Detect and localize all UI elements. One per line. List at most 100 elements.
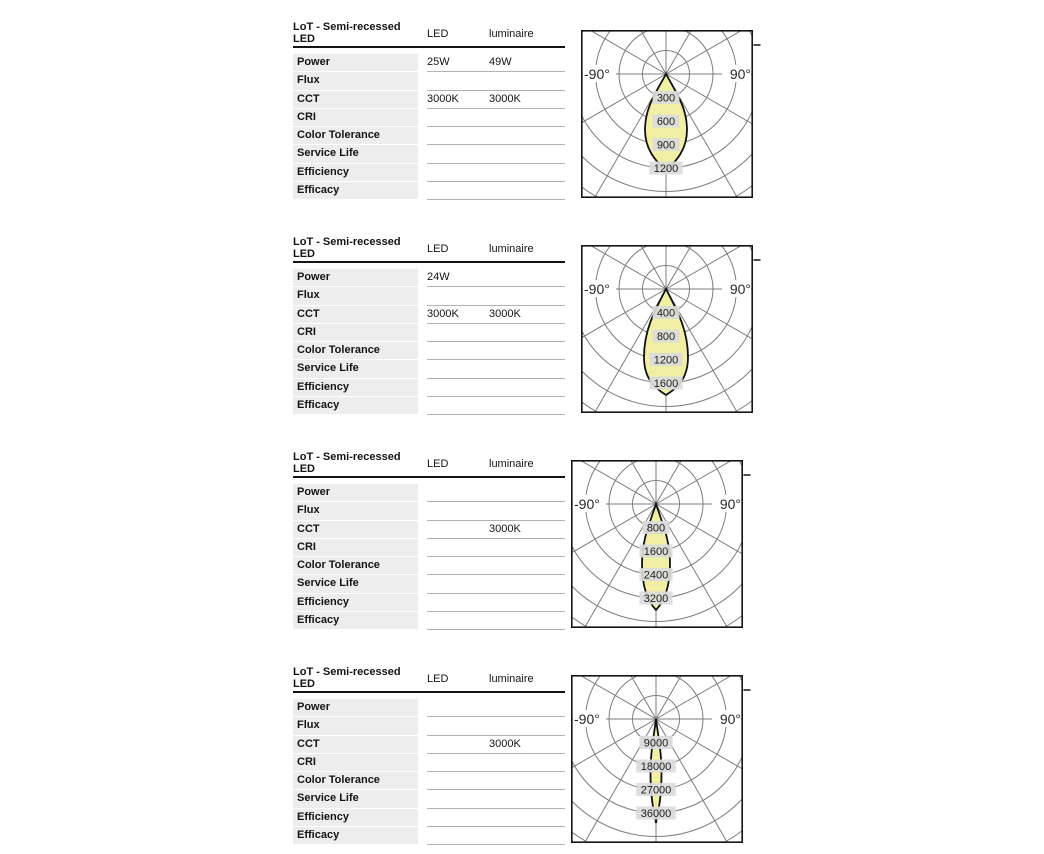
- ring-label-chip: [652, 138, 680, 151]
- table-title-line2: LED: [293, 247, 315, 260]
- table-row: Service Life: [293, 575, 565, 594]
- luminaire-value: [489, 612, 565, 629]
- column-header-led: LED: [427, 457, 449, 470]
- ring-tick-label: 900: [657, 140, 675, 152]
- row-values: [427, 484, 565, 503]
- luminaire-value: [489, 502, 565, 519]
- column-gap: [418, 575, 427, 593]
- table-row: CCT 3000K: [293, 520, 565, 539]
- spec-table: LoT - Semi-recessed LED LED luminaire Po…: [293, 236, 565, 415]
- row-values: [427, 699, 565, 718]
- row-label: Color Tolerance: [293, 772, 418, 791]
- column-header-luminaire: luminaire: [489, 672, 534, 685]
- table-row: Color Tolerance: [293, 127, 565, 146]
- table-header: LoT - Semi-recessed LED LED luminaire: [293, 451, 565, 478]
- table-row: Flux: [293, 717, 565, 736]
- row-label: Flux: [293, 72, 418, 91]
- led-value: [427, 575, 489, 592]
- column-gap: [418, 717, 427, 735]
- angle-label-backing: [573, 710, 606, 727]
- luminaire-value: [489, 594, 565, 611]
- row-label: Efficiency: [293, 808, 418, 827]
- intensity-distribution-chart: 800 1600 2400 3200 -90° 90°: [571, 460, 751, 628]
- row-label: Color Tolerance: [293, 127, 418, 146]
- row-label: Power: [293, 484, 418, 503]
- row-values: [427, 539, 565, 557]
- table-row: CCT 3000K: [293, 735, 565, 754]
- led-value: [427, 699, 489, 716]
- led-value: [427, 539, 489, 556]
- row-label: Service Life: [293, 360, 418, 379]
- ring-label-chip: [639, 568, 673, 581]
- column-gap: [418, 269, 427, 287]
- led-value: [427, 827, 489, 844]
- row-label: CRI: [293, 753, 418, 772]
- luminaire-value: [489, 342, 565, 359]
- column-gap: [418, 287, 427, 305]
- column-gap: [418, 324, 427, 342]
- ring-tick-label: 1600: [654, 378, 678, 390]
- column-gap: [418, 306, 427, 324]
- led-value: [427, 612, 489, 629]
- angle-label-backing: [583, 280, 616, 297]
- luminaire-value: [489, 754, 565, 771]
- row-values: [427, 754, 565, 772]
- ring-label-chip: [639, 544, 673, 558]
- ring-label-chip: [642, 521, 670, 534]
- ring-label-chip: [652, 91, 680, 104]
- column-gap: [418, 772, 427, 790]
- luminaire-value: [489, 539, 565, 556]
- row-label: CCT: [293, 735, 418, 754]
- row-label: Power: [293, 699, 418, 718]
- ring-label-chip: [649, 376, 683, 390]
- table-row: CRI: [293, 323, 565, 342]
- ring-tick-label: 1200: [654, 355, 678, 367]
- column-gap: [418, 809, 427, 827]
- row-values: [427, 72, 565, 91]
- table-row: Flux: [293, 72, 565, 91]
- led-value: [427, 397, 489, 414]
- row-values: 3000K: [427, 521, 565, 539]
- ring-label-chip: [652, 329, 680, 343]
- row-label: Service Life: [293, 575, 418, 594]
- angle-label-left: -90°: [584, 66, 610, 82]
- ring-tick-label: 36000: [641, 808, 672, 820]
- chart-border: [571, 675, 743, 843]
- table-row: Power 24W: [293, 269, 565, 288]
- angle-label-right: 90°: [730, 281, 751, 297]
- column-gap: [418, 790, 427, 808]
- led-value: 3000K: [427, 307, 459, 320]
- table-title-line2: LED: [293, 462, 315, 475]
- row-label: CRI: [293, 538, 418, 557]
- angle-label-backing: [583, 65, 616, 82]
- ring-label-chip: [639, 591, 673, 605]
- table-row: Efficiency: [293, 808, 565, 827]
- table-row: Flux: [293, 502, 565, 521]
- row-label: Flux: [293, 717, 418, 736]
- column-gap: [418, 484, 427, 502]
- ring-tick-label: 800: [657, 331, 675, 343]
- row-label: Service Life: [293, 145, 418, 164]
- row-label: Efficiency: [293, 163, 418, 182]
- led-value: [427, 772, 489, 789]
- luminaire-value: [489, 379, 565, 396]
- luminaire-value: 3000K: [489, 92, 521, 105]
- luminaire-value: [489, 360, 565, 377]
- led-value: [427, 72, 489, 89]
- ring-tick-label: 27000: [641, 785, 672, 797]
- table-row: Color Tolerance: [293, 557, 565, 576]
- row-label: CCT: [293, 305, 418, 324]
- led-value: [427, 109, 489, 126]
- angle-label-right: 90°: [720, 496, 741, 512]
- column-header-led: LED: [427, 242, 449, 255]
- table-row: Service Life: [293, 790, 565, 809]
- column-gap: [418, 91, 427, 109]
- column-header-luminaire: luminaire: [489, 27, 534, 40]
- ring-tick-label: 600: [657, 116, 675, 128]
- row-label: Efficacy: [293, 611, 418, 630]
- table-title-line2: LED: [293, 677, 315, 690]
- table-row: Power 25W 49W: [293, 54, 565, 73]
- table-rows: Power 24W Flux: [293, 269, 565, 415]
- row-values: [427, 127, 565, 146]
